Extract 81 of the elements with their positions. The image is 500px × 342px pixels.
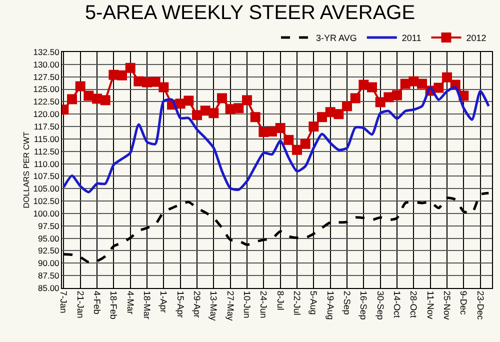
point	[75, 81, 86, 92]
point	[375, 97, 386, 108]
x-tick-label: 14-Oct	[392, 290, 402, 318]
point	[100, 95, 110, 106]
point	[442, 72, 452, 82]
y-axis-title: DOLLARS PER CWT	[22, 132, 31, 208]
x-tick-label: 22-Jul	[292, 290, 302, 316]
y-tick-label: 92.50	[38, 246, 60, 256]
x-tick-label: 29-Apr	[192, 290, 202, 318]
y-tick-label: 90.00	[38, 258, 60, 268]
point	[250, 112, 260, 122]
chart-title: 5-AREA WEEKLY STEER AVERAGE	[84, 2, 416, 24]
x-tick-label: 4-Mar	[125, 290, 136, 314]
point	[417, 78, 427, 89]
point	[192, 110, 202, 120]
x-tick-label: 13-May	[208, 290, 219, 322]
x-tick-label: 10-Jun	[242, 290, 252, 318]
point	[392, 90, 402, 100]
x-tick-label: 7-Jan	[58, 290, 69, 314]
point	[117, 70, 127, 80]
x-tick-label: 15-Apr	[175, 290, 186, 318]
legend-label: 2011	[402, 33, 422, 44]
x-tick-label: 1-Apr	[158, 290, 169, 313]
point	[184, 96, 194, 106]
point	[367, 82, 377, 92]
x-tick-label: 8-Jul	[275, 290, 286, 310]
x-tick-label: 5-Aug	[308, 290, 319, 315]
y-tick-label: 120.00	[33, 109, 60, 120]
point	[208, 108, 219, 118]
y-tick-label: 85.00	[38, 282, 60, 293]
point	[350, 93, 360, 104]
y-tick-label: 107.50	[33, 171, 60, 182]
y-tick-label: 127.50	[33, 72, 60, 82]
point	[67, 94, 77, 104]
x-tick-label: 25-Nov	[442, 290, 452, 320]
point	[150, 76, 160, 87]
y-tick-label: 130.00	[33, 59, 60, 70]
x-tick-label: 24-Jun	[258, 290, 269, 318]
point	[242, 95, 252, 106]
point	[275, 123, 286, 134]
legend-label: 2012	[466, 33, 486, 44]
x-tick-label: 21-Jan	[75, 290, 86, 318]
point	[267, 126, 277, 136]
x-tick-label: 2-Sep	[342, 290, 352, 315]
x-tick-label: 19-Aug	[325, 290, 336, 320]
point	[342, 101, 352, 112]
y-tick-label: 112.50	[34, 146, 60, 156]
y-tick-label: 97.50	[38, 220, 60, 231]
point	[284, 134, 294, 145]
y-tick-label: 125.00	[33, 84, 60, 94]
y-tick-label: 105.00	[33, 184, 60, 194]
y-tick-label: 122.50	[33, 96, 60, 107]
point	[334, 109, 344, 120]
x-tick-label: 16-Sep	[358, 290, 369, 320]
point	[125, 62, 136, 73]
x-tick-label: 9-Dec	[458, 290, 469, 316]
y-tick-label: 95.00	[38, 233, 60, 244]
x-tick-label: 4-Feb	[92, 290, 102, 314]
point	[317, 112, 327, 122]
point	[308, 122, 319, 132]
legend-label: 3-YR AVG	[316, 33, 357, 44]
y-tick-label: 117.50	[34, 122, 60, 132]
x-tick-label: 23-Dec	[475, 290, 486, 320]
point	[158, 82, 169, 92]
y-tick-label: 87.50	[38, 270, 60, 281]
x-tick-label: 27-May	[225, 290, 236, 322]
point	[300, 138, 310, 149]
x-tick-label: 11-Nov	[425, 290, 436, 320]
x-tick-label: 30-Sep	[375, 290, 386, 320]
x-tick-label: 18-Feb	[108, 290, 119, 320]
x-tick-label: 28-Oct	[408, 290, 419, 318]
y-tick-label: 115.00	[34, 134, 60, 144]
point	[234, 103, 244, 114]
y-tick-label: 102.50	[33, 196, 60, 206]
y-tick-label: 110.00	[34, 158, 60, 169]
point	[217, 93, 227, 104]
x-tick-label: 18-Mar	[142, 290, 152, 320]
point	[292, 144, 302, 155]
y-tick-label: 100.00	[33, 208, 60, 218]
point	[434, 82, 444, 93]
y-tick-label: 132.50	[33, 46, 60, 57]
